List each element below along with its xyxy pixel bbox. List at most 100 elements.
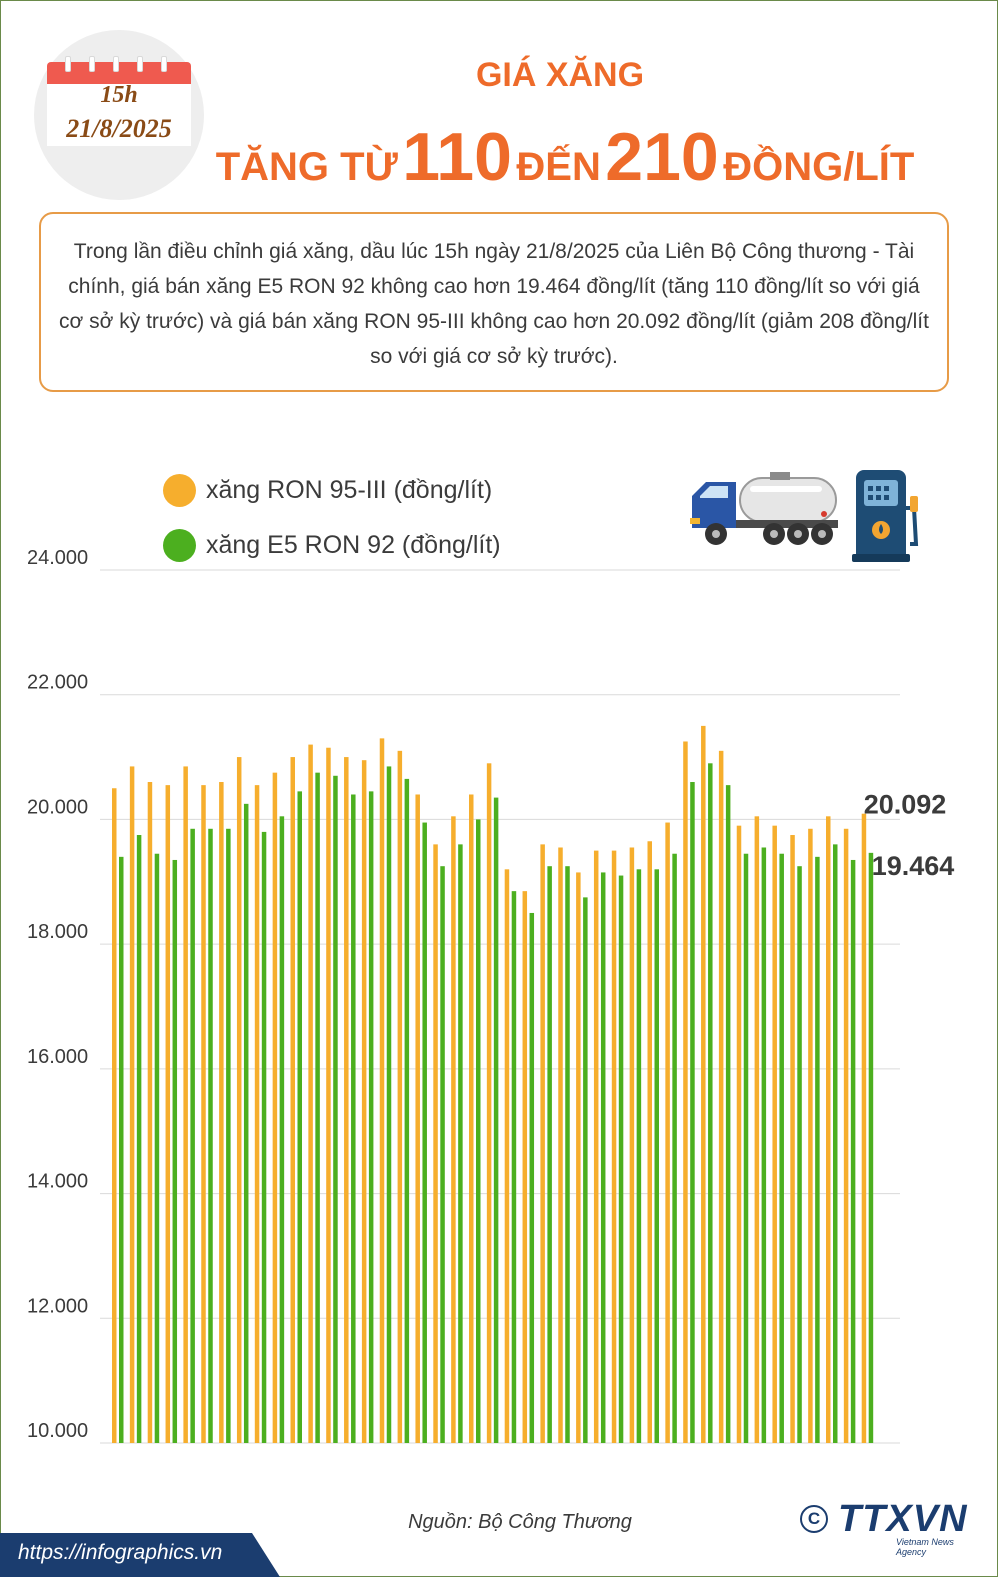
bar-ron95 [254,785,260,1443]
page-subtitle: TĂNG TỪ 110 ĐẾN 210 ĐỒNG/LÍT [200,118,930,196]
bar-ron95 [576,872,581,1443]
bar-e5 [261,831,267,1443]
bar-e5 [404,778,410,1443]
bar-e5 [797,866,802,1443]
bar-e5 [333,775,338,1443]
site-url[interactable]: https://infographics.vn [18,1541,223,1564]
fuel-truck-icon [690,472,838,545]
bar-e5 [779,853,784,1443]
bar-ron95 [593,850,599,1443]
bar-ron95 [112,788,117,1443]
y-tick-label: 24.000 [27,547,88,569]
bar-e5 [136,835,142,1443]
bar-ron95 [397,750,403,1443]
bar-ron95 [415,794,420,1443]
bar-e5 [511,891,517,1443]
fuel-pump-icon [852,470,919,562]
legend-label-e5: xăng E5 RON 92 (đồng/lít) [206,531,501,559]
bar-ron95 [147,782,153,1443]
bar-ron95 [772,825,777,1443]
bar-e5 [833,844,838,1443]
bar-ron95 [647,841,652,1443]
bar-e5 [583,897,588,1443]
subtitle-prefix: TĂNG TỪ [215,145,398,189]
calendar-date: 21/8/2025 [66,114,172,143]
legend-swatch-ron95 [163,474,196,507]
bar-e5 [458,844,463,1443]
bar-e5 [279,816,285,1443]
bar-ron95 [504,869,510,1443]
legend-swatch-e5 [163,529,196,562]
bar-ron95 [790,835,795,1443]
bar-ron95 [344,757,349,1443]
bar-e5 [654,869,659,1443]
bar-e5 [636,869,642,1443]
bar-ron95 [433,844,438,1443]
bar-ron95 [183,766,188,1443]
bar-e5 [547,866,552,1443]
bar-e5 [226,828,231,1443]
calendar-icon: 15h 21/8/2025 [47,56,191,146]
bar-ron95 [683,741,688,1443]
bar-ron95 [611,850,617,1443]
copyright-icon: C [800,1505,828,1533]
bar-e5 [690,782,695,1443]
bar-e5 [476,819,481,1443]
bar-e5 [154,853,160,1443]
bar-ron95 [219,782,224,1443]
price-chart: 24.000 22.000 20.000 18.000 16.000 14.000 12.0… [27,547,955,1444]
bar-ron95 [826,816,831,1443]
page-title: GIÁ XĂNG [475,56,645,94]
end-label-ron95: 20.092 [864,790,947,820]
y-tick-label: 20.000 [27,796,88,818]
y-tick-label: 16.000 [27,1046,88,1068]
bar-ron95 [469,794,474,1443]
bar-ron95 [754,816,760,1443]
bar-ron95 [629,847,635,1443]
bar-e5 [368,791,374,1443]
subtitle-max: 210 [605,119,719,195]
bar-ron95 [718,750,724,1443]
bar-e5 [708,763,713,1443]
bar-e5 [119,856,124,1443]
bar-ron95 [308,744,313,1443]
end-label-e5: 19.464 [872,851,955,881]
bar-e5 [743,853,749,1443]
subtitle-min: 110 [402,119,512,195]
calendar-time: 15h [100,82,138,108]
bar-e5 [529,912,535,1443]
bar-e5 [243,803,249,1443]
bar-ron95 [165,785,171,1443]
bar-ron95 [808,828,813,1443]
bar-e5 [725,785,731,1443]
y-tick-label: 18.000 [27,921,88,943]
bar-e5 [190,828,195,1443]
y-tick-label: 12.000 [27,1295,88,1317]
bar-e5 [565,866,570,1443]
bar-ron95 [290,757,295,1443]
bar-ron95 [272,772,278,1443]
bar-e5 [761,847,767,1443]
bar-e5 [600,872,606,1443]
y-tick-label: 10.000 [27,1420,88,1442]
bar-e5 [422,822,427,1443]
bar-e5 [297,791,302,1443]
bar-e5 [351,794,356,1443]
bar-e5 [315,772,320,1443]
bar-ron95 [736,825,742,1443]
bar-e5 [850,859,856,1443]
bar-ron95 [522,891,528,1443]
summary-box: Trong lần điều chỉnh giá xăng, dầu lúc 1… [39,212,949,392]
bar-ron95 [361,760,367,1443]
bar-ron95 [201,785,206,1443]
subtitle-middle: ĐẾN [516,145,601,189]
url-bar [0,1533,280,1577]
bar-e5 [493,797,499,1443]
bar-e5 [440,866,445,1443]
bar-ron95 [540,844,545,1443]
bar-ron95 [665,822,670,1443]
bar-e5 [618,875,624,1443]
bar-ron95 [701,725,706,1443]
bar-ron95 [326,747,331,1443]
